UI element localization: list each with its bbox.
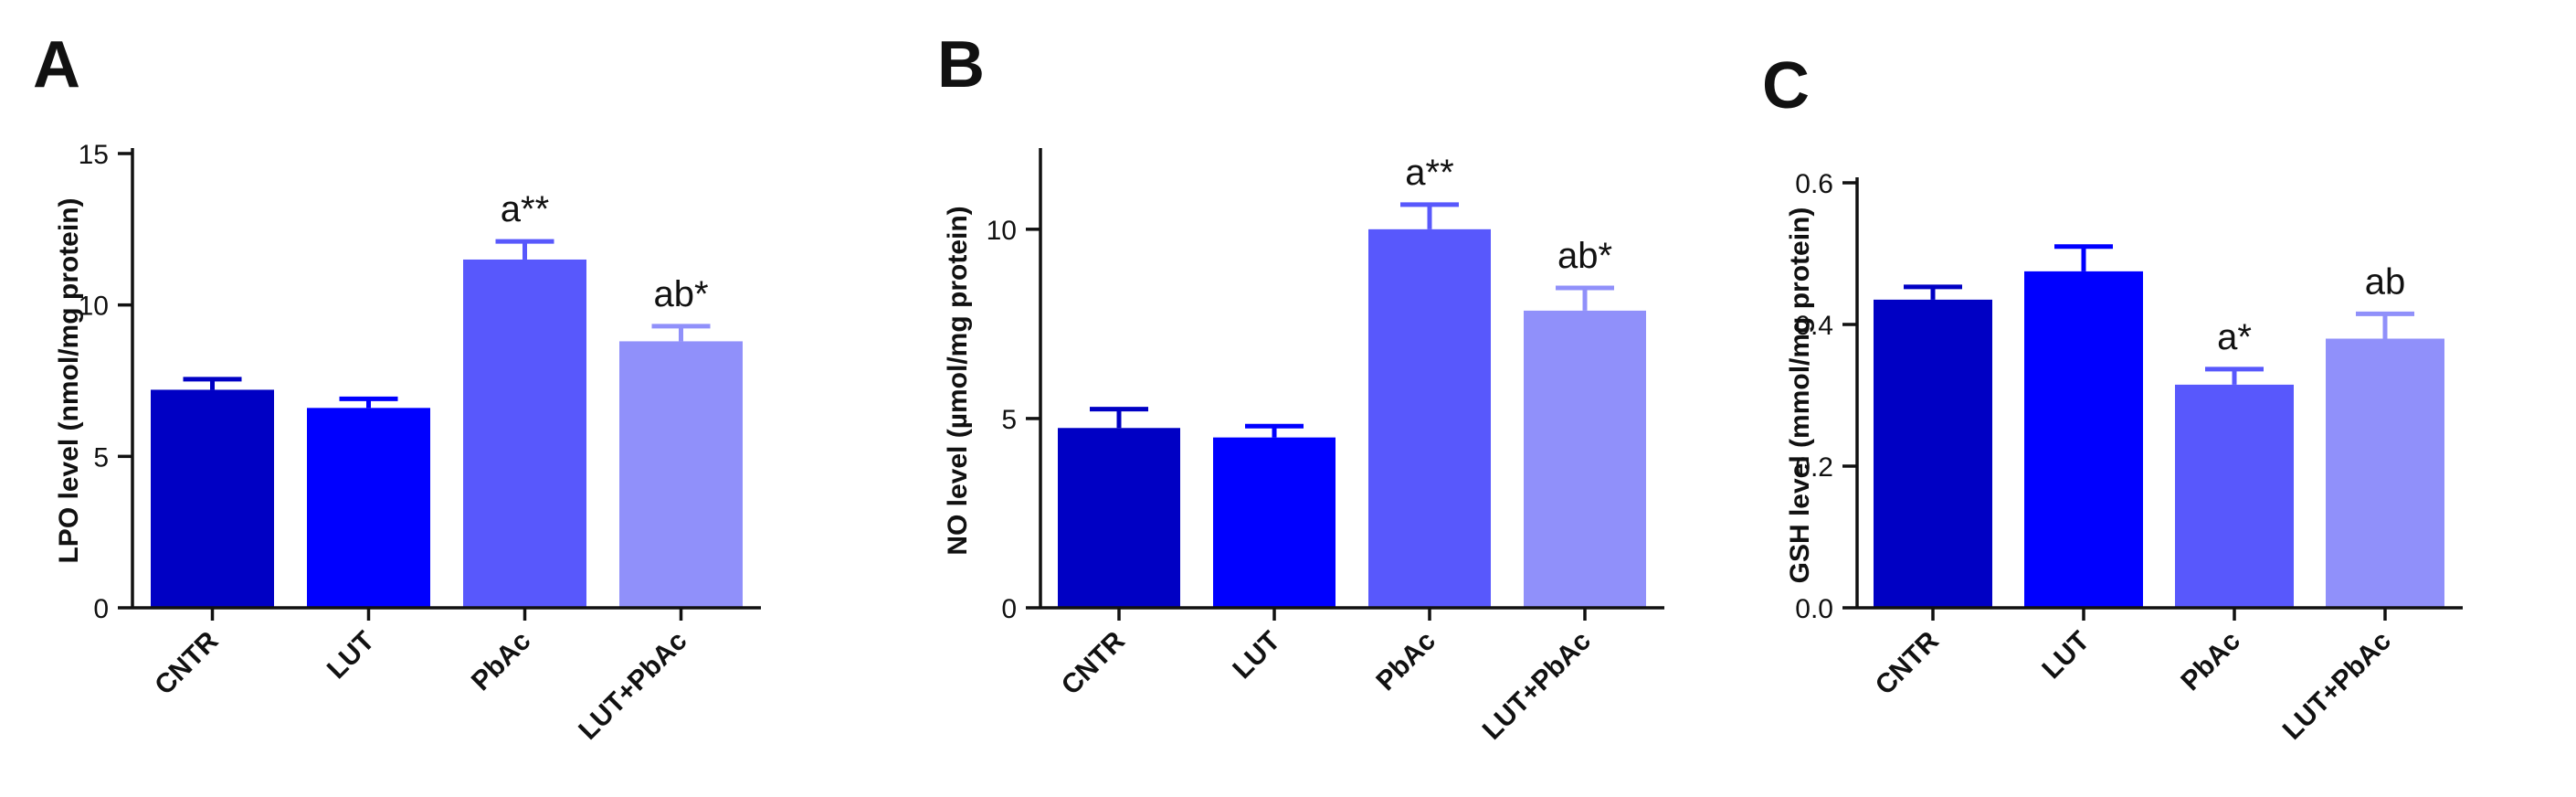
y-tick-label: 10 xyxy=(79,292,109,322)
y-tick-label: 5 xyxy=(1001,405,1017,435)
bar-lut-pbac xyxy=(1524,310,1646,608)
category-label: LUT xyxy=(322,626,381,685)
y-tick-label: 15 xyxy=(79,140,109,170)
bar-lut xyxy=(1213,437,1336,608)
bar-cntr xyxy=(1058,428,1180,608)
category-label: LUT xyxy=(2036,626,2096,685)
category-label: PbAc xyxy=(1370,626,1441,697)
y-tick-label: 0 xyxy=(1001,594,1017,624)
y-axis-title: NO level (µmol/mg protein) xyxy=(943,206,973,555)
panel-letter: B xyxy=(937,28,985,101)
chart-panel-A: A LPO level (nmol/mg protein) CNTR LUT a** Pb… xyxy=(33,28,761,746)
bar-lut-pbac xyxy=(2326,338,2444,608)
y-tick-label: 0.4 xyxy=(1795,311,1833,341)
category-label: LUT xyxy=(1227,626,1286,685)
bar-cntr xyxy=(1874,299,1992,608)
y-axis-title: GSH level (mmol/mg protein) xyxy=(1785,207,1815,584)
category-label: LUT+PbAc xyxy=(573,626,692,746)
bar-pbac xyxy=(1368,228,1491,609)
panel-letter: A xyxy=(33,28,80,101)
significance-label: ab xyxy=(2365,261,2406,302)
significance-label: a** xyxy=(501,189,549,229)
y-axis-title: LPO level (nmol/mg protein) xyxy=(54,197,84,563)
significance-label: a* xyxy=(2217,317,2252,357)
category-label: CNTR xyxy=(1870,625,1945,700)
category-label: PbAc xyxy=(2175,626,2246,697)
category-label: PbAc xyxy=(466,626,537,697)
bar-pbac xyxy=(2175,384,2294,608)
bar-cntr xyxy=(151,389,274,608)
y-tick-label: 5 xyxy=(93,442,109,473)
chart-panel-C: C GSH level (mmol/mg protein) CNTR LUT a* PbA… xyxy=(1762,49,2463,746)
y-tick-label: 0.0 xyxy=(1795,594,1833,624)
y-tick-label: 0 xyxy=(93,594,109,624)
bar-lut xyxy=(2024,271,2143,608)
bar-pbac xyxy=(463,259,586,608)
significance-label: ab* xyxy=(1557,236,1612,276)
panel-letter: C xyxy=(1762,49,1810,122)
bar-lut-pbac xyxy=(619,341,743,608)
significance-label: ab* xyxy=(653,274,708,314)
chart-panel-B: B NO level (µmol/mg protein) CNTR LUT a** PbA… xyxy=(937,28,1664,746)
y-tick-label: 0.6 xyxy=(1795,169,1833,199)
category-label: CNTR xyxy=(149,625,224,700)
category-label: LUT+PbAc xyxy=(2277,626,2397,746)
y-tick-label: 10 xyxy=(987,216,1017,246)
bar-lut xyxy=(307,408,430,608)
y-tick-label: 0.2 xyxy=(1795,452,1833,483)
category-label: LUT+PbAc xyxy=(1477,626,1597,746)
significance-label: a** xyxy=(1405,153,1453,193)
category-label: CNTR xyxy=(1056,625,1131,700)
